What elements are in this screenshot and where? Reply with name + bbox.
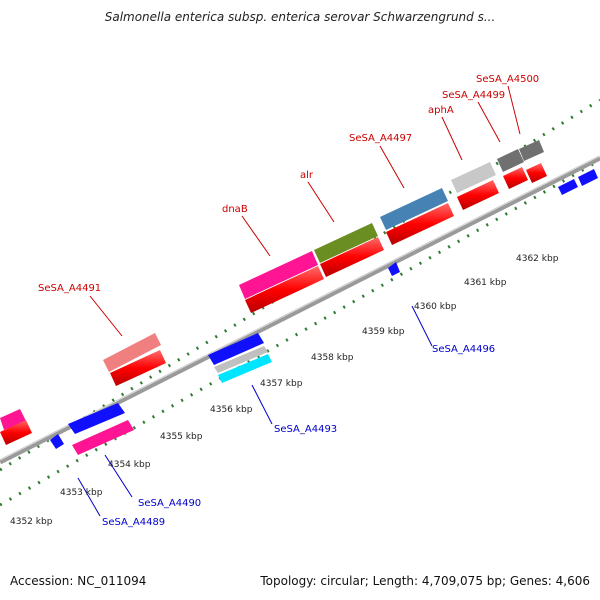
gene-label-SeSA_A4496[interactable]: SeSA_A4496 <box>432 344 495 355</box>
gene-feature[interactable] <box>218 354 272 383</box>
gene-label-alr[interactable]: alr <box>300 170 314 181</box>
gene-arrow[interactable] <box>388 262 400 276</box>
gene-label-dnaB[interactable]: dnaB <box>222 204 248 215</box>
gene-feature[interactable] <box>214 346 268 373</box>
gene-arrow[interactable] <box>110 350 166 386</box>
gene-feature[interactable] <box>380 188 448 230</box>
gene-arrow[interactable] <box>50 434 64 449</box>
forward-gene-labels: SeSA_A4491 dnaB alr SeSA_A4497 aphA SeSA… <box>38 74 539 294</box>
gene-label-aphA[interactable]: aphA <box>428 105 454 116</box>
scale-label: 4360 kbp <box>414 302 457 312</box>
forward-features <box>0 140 544 430</box>
gene-arrow[interactable] <box>578 169 598 186</box>
genome-summary-text: Topology: circular; Length: 4,709,075 bp… <box>260 574 590 588</box>
gene-feature[interactable] <box>519 140 544 161</box>
scale-label: 4362 kbp <box>516 254 559 264</box>
genome-backbone-highlight <box>0 155 600 461</box>
gene-arrow[interactable] <box>526 163 547 183</box>
scale-label: 4359 kbp <box>362 327 405 337</box>
gene-arrow[interactable] <box>386 203 454 245</box>
lower-tick-row <box>0 158 600 507</box>
gene-feature[interactable] <box>0 409 26 430</box>
gene-label-SeSA_A4490[interactable]: SeSA_A4490 <box>138 498 201 509</box>
scale-label: 4358 kbp <box>311 353 354 363</box>
gene-arrow[interactable] <box>320 237 384 277</box>
leader-lines <box>77 85 521 517</box>
gene-feature[interactable] <box>103 333 161 372</box>
scale-label: 4353 kbp <box>60 488 103 498</box>
gene-feature[interactable] <box>72 420 134 455</box>
scale-labels: 4352 kbp 4353 kbp 4354 kbp 4355 kbp 4356… <box>10 254 559 527</box>
scale-label: 4356 kbp <box>210 405 253 415</box>
scale-label: 4357 kbp <box>260 379 303 389</box>
gene-feature[interactable] <box>68 403 125 434</box>
gene-arrow[interactable] <box>245 266 324 313</box>
scale-label: 4355 kbp <box>160 432 203 442</box>
scale-label: 4354 kbp <box>108 460 151 470</box>
gene-arrow[interactable] <box>457 180 499 210</box>
reverse-gene-labels: SeSA_A4489 SeSA_A4490 SeSA_A4493 SeSA_A4… <box>102 344 495 528</box>
gene-feature[interactable] <box>314 223 378 263</box>
gene-label-SeSA_A4497[interactable]: SeSA_A4497 <box>349 133 412 144</box>
gene-feature[interactable] <box>451 162 496 193</box>
scale-label: 4361 kbp <box>464 278 507 288</box>
gene-feature[interactable] <box>208 333 264 365</box>
gene-arrow[interactable] <box>503 167 528 189</box>
forward-arrows <box>0 163 547 445</box>
gene-feature[interactable] <box>497 149 524 172</box>
gene-label-SeSA_A4489[interactable]: SeSA_A4489 <box>102 517 165 528</box>
gene-label-SeSA_A4491[interactable]: SeSA_A4491 <box>38 283 101 294</box>
gene-label-SeSA_A4493[interactable]: SeSA_A4493 <box>274 424 337 435</box>
gene-feature[interactable] <box>239 251 318 299</box>
gene-label-SeSA_A4500[interactable]: SeSA_A4500 <box>476 74 539 85</box>
gene-label-SeSA_A4499[interactable]: SeSA_A4499 <box>442 90 505 101</box>
accession-text: Accession: NC_011094 <box>10 574 147 588</box>
scale-label: 4352 kbp <box>10 517 53 527</box>
gene-arrow[interactable] <box>0 420 32 445</box>
gene-arrow[interactable] <box>558 179 578 195</box>
map-title: Salmonella enterica subsp. enterica sero… <box>104 10 496 24</box>
reverse-features <box>50 169 598 455</box>
